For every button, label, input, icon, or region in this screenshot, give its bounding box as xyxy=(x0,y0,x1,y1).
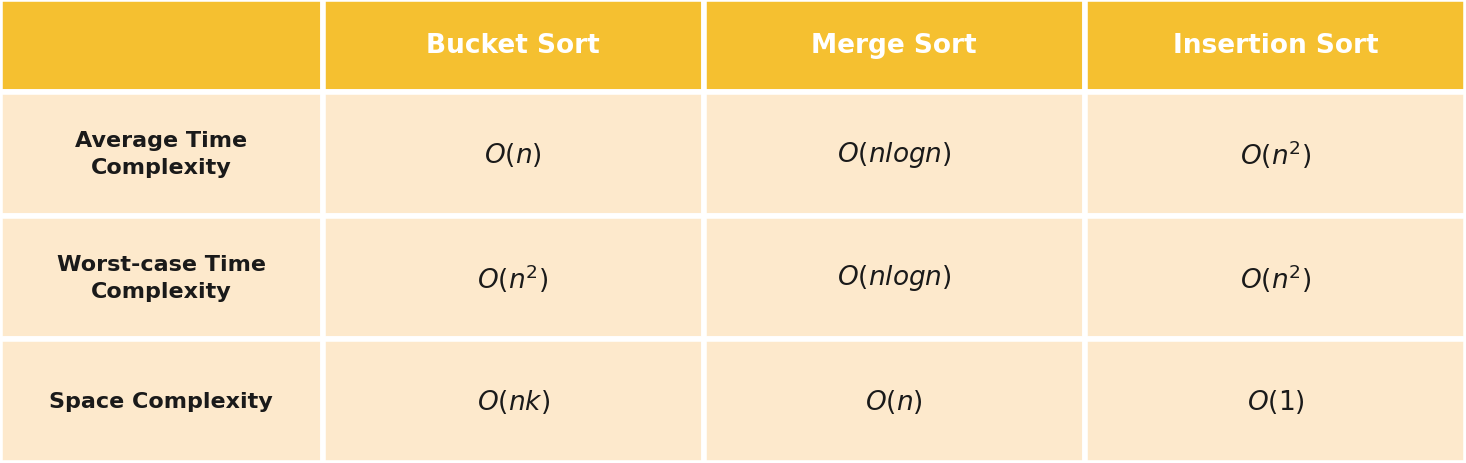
Bar xyxy=(323,93,704,216)
Text: Average Time
Complexity: Average Time Complexity xyxy=(75,131,248,177)
Text: Merge Sort: Merge Sort xyxy=(812,33,976,59)
Bar xyxy=(0,216,323,339)
Text: Insertion Sort: Insertion Sort xyxy=(1173,33,1378,59)
Bar xyxy=(323,0,704,93)
Bar xyxy=(0,0,323,93)
Text: $\mathit{O}(n)$: $\mathit{O}(n)$ xyxy=(865,387,924,415)
Bar xyxy=(0,339,323,463)
Text: Space Complexity: Space Complexity xyxy=(50,391,273,411)
Text: Bucket Sort: Bucket Sort xyxy=(427,33,600,59)
Text: $\mathit{O}(nlogn)$: $\mathit{O}(nlogn)$ xyxy=(837,263,951,293)
Text: $\mathit{O}(n^2)$: $\mathit{O}(n^2)$ xyxy=(1240,262,1311,294)
Bar xyxy=(704,216,1085,339)
Bar xyxy=(1085,216,1466,339)
Bar xyxy=(1085,93,1466,216)
Bar xyxy=(0,93,323,216)
Text: $\mathit{O}(nk)$: $\mathit{O}(nk)$ xyxy=(476,387,550,415)
Bar xyxy=(323,339,704,463)
Bar xyxy=(1085,339,1466,463)
Bar xyxy=(704,93,1085,216)
Bar xyxy=(704,0,1085,93)
Text: Worst-case Time
Complexity: Worst-case Time Complexity xyxy=(57,255,265,301)
Bar xyxy=(323,216,704,339)
Text: $\mathit{O}(n^2)$: $\mathit{O}(n^2)$ xyxy=(1240,138,1311,170)
Bar xyxy=(1085,0,1466,93)
Text: $\mathit{O}(nlogn)$: $\mathit{O}(nlogn)$ xyxy=(837,139,951,169)
Text: $\mathit{O}(n^2)$: $\mathit{O}(n^2)$ xyxy=(478,262,548,294)
Text: $\mathit{O}(1)$: $\mathit{O}(1)$ xyxy=(1246,387,1305,415)
Bar xyxy=(704,339,1085,463)
Text: $\mathit{O}(n)$: $\mathit{O}(n)$ xyxy=(484,140,542,169)
